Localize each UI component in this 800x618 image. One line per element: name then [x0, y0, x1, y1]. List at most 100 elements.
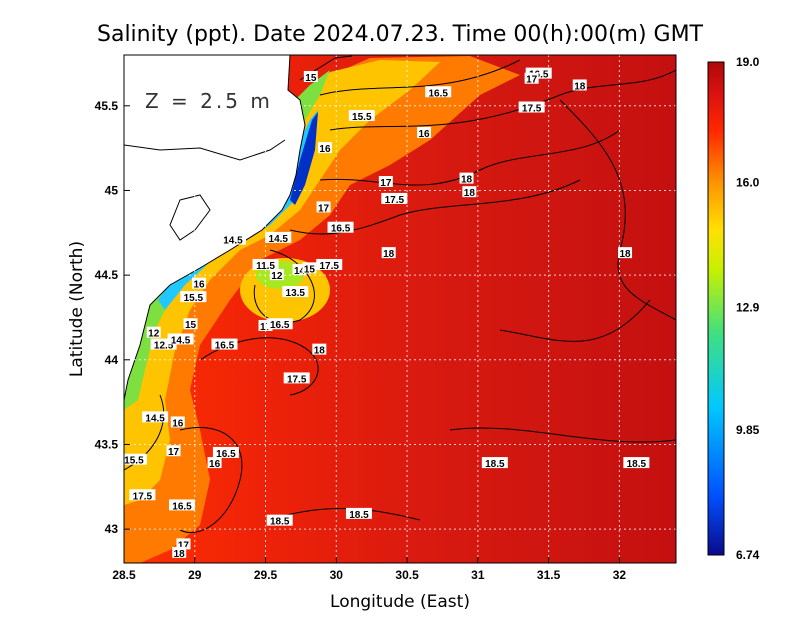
contour-label-bg	[172, 546, 187, 558]
colorbar-ticks: 19.0 16.0 12.9 9.85 6.74	[736, 55, 760, 562]
contour-label-bg	[462, 186, 477, 198]
contour-label-bg	[183, 318, 198, 330]
contour-label-bg	[169, 499, 196, 511]
grid-lines	[124, 55, 676, 563]
chart-title: Salinity (ppt). Date 2024.07.23. Time 00…	[97, 22, 704, 47]
contour-label-bg	[303, 71, 318, 83]
contour-label: 16	[418, 129, 430, 140]
contour-label-bg	[252, 258, 279, 270]
contour-label: 18	[619, 249, 631, 260]
contour-labels: 1516.516.5171817.515.516161717.518181716…	[124, 67, 650, 560]
contour-label: 12	[271, 271, 283, 282]
contour-label: 12.5	[154, 341, 174, 352]
contour-label-bg	[283, 372, 310, 384]
contour-label-bg	[265, 231, 292, 243]
contour-label-bg	[316, 258, 343, 270]
contour-label: 16	[193, 280, 205, 291]
colorbar-tick-label: 9.85	[736, 423, 760, 437]
contour-label: 18	[314, 346, 326, 357]
contour-label-bg	[345, 507, 372, 519]
contour-label: 17	[380, 178, 392, 189]
contour-label-bg	[316, 201, 331, 213]
contour-label: 18	[461, 175, 473, 186]
contour-label-bg	[167, 333, 194, 345]
colorbar-tick-label: 6.74	[736, 548, 760, 562]
x-tick-label: 31	[471, 568, 485, 582]
contour-label-bg	[381, 247, 396, 259]
contour-label-bg	[292, 264, 307, 276]
contour-label: 14.5	[171, 335, 191, 346]
contour-label-bg	[192, 277, 207, 289]
contour-label-bg	[417, 126, 432, 138]
contour-label: 17.5	[522, 103, 542, 114]
x-tick-label: 32	[613, 568, 627, 582]
contour-label: 18	[383, 249, 395, 260]
contour-label: 15	[185, 320, 197, 331]
contour-label-bg	[219, 233, 246, 245]
colorbar-tick-label: 12.9	[736, 300, 760, 314]
contour-label-bg	[572, 79, 587, 91]
contour-label-bg	[381, 192, 408, 204]
y-axis-label: Latitude (North)	[67, 241, 87, 377]
contour-label-bg	[312, 343, 327, 355]
colorbar-tick-label: 16.0	[736, 176, 760, 190]
x-tick-label: 28.5	[112, 568, 136, 582]
contour-label: 17	[526, 75, 538, 86]
contour-label: 15.5	[184, 293, 204, 304]
depth-label: Z = 2.5 m	[145, 89, 273, 113]
contour-label: 16	[209, 459, 221, 470]
contour-label: 16.5	[215, 341, 235, 352]
y-axis-ticks: 43 43.5 44 44.5 45 45.5	[95, 99, 130, 536]
contour-label: 16.5	[216, 449, 236, 460]
contour-label: 18.5	[627, 459, 647, 470]
land-lake	[124, 139, 286, 161]
contour-label: 16.5	[428, 88, 448, 99]
contour-label: 17	[178, 540, 190, 551]
x-tick-label: 31.5	[537, 568, 561, 582]
contour-label: 17.5	[133, 491, 153, 502]
contour-label: 13.5	[286, 288, 306, 299]
contour-label: 11.5	[256, 261, 275, 272]
contour-label-bg	[269, 269, 284, 281]
contour-label-bg	[170, 416, 185, 428]
contour-label-bg	[146, 326, 161, 338]
contour-label-bg	[129, 489, 156, 501]
x-axis-label: Longitude (East)	[330, 592, 470, 612]
contour-label: 17	[168, 447, 180, 458]
contour-label: 16	[172, 418, 184, 429]
contour-label: 15.5	[124, 456, 144, 467]
contour-label-bg	[327, 221, 354, 233]
contour-label: 18	[574, 81, 586, 92]
contour-label-bg	[378, 176, 393, 187]
contour-label: 18	[174, 549, 186, 560]
contour-label-bg	[282, 286, 309, 298]
contour-label-bg	[623, 457, 650, 469]
y-tick-label: 43	[105, 522, 119, 536]
y-tick-label: 45	[105, 183, 119, 197]
contour-label: 17.5	[385, 195, 405, 206]
contour-label: 17	[318, 203, 330, 214]
contour-label: 15.5	[352, 112, 372, 123]
contour-label: 17.5	[287, 374, 307, 385]
colorbar-tick-label: 19.0	[736, 55, 760, 69]
contour-label: 18.5	[485, 459, 505, 470]
contour-label: 15	[305, 73, 317, 84]
contour-label-bg	[425, 86, 452, 98]
contour-label: 14.5	[269, 234, 289, 245]
contour-label-bg	[317, 142, 332, 154]
contour-label: 14.5	[223, 236, 243, 247]
contour-label-bg	[524, 72, 539, 84]
contour-label-bg	[142, 411, 169, 423]
contour-label: 17	[260, 322, 272, 333]
colorbar	[707, 61, 725, 556]
contour-label-bg	[266, 514, 293, 526]
contour-label-bg	[211, 338, 238, 350]
contour-label-bg	[150, 338, 177, 350]
y-tick-label: 44.5	[95, 268, 119, 282]
x-tick-label: 30	[330, 568, 344, 582]
contour-label-bg	[258, 319, 273, 331]
contour-label: 14.5	[145, 413, 165, 424]
contour-label: 16	[319, 144, 331, 155]
x-tick-label: 29.5	[254, 568, 278, 582]
